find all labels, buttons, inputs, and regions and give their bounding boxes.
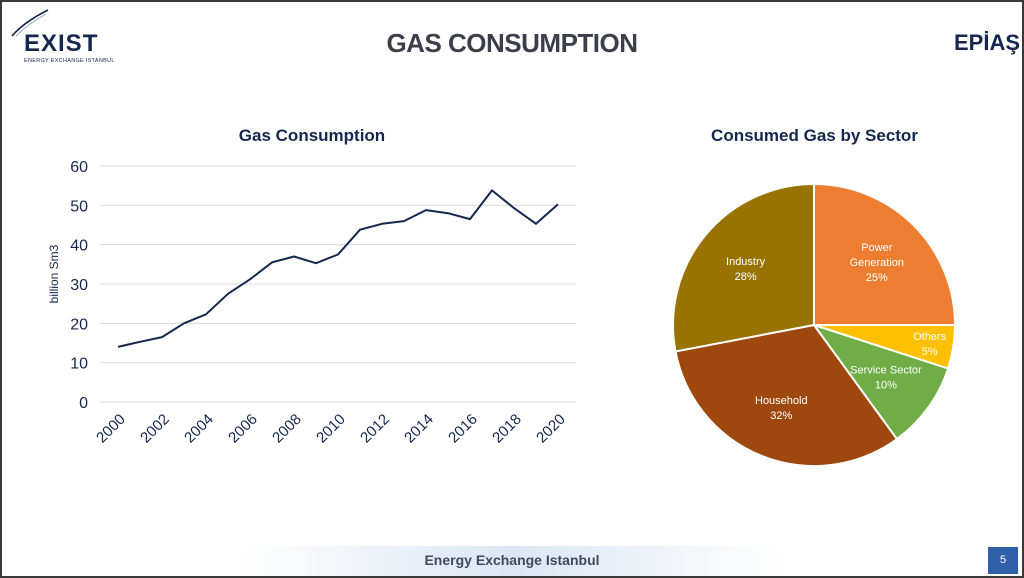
- y-tick-label: 40: [70, 238, 88, 255]
- slice-label: Generation: [850, 257, 904, 269]
- exist-logo: EXIST ENERGY EXCHANGE ISTANBUL: [10, 8, 114, 68]
- y-tick-label: 50: [70, 198, 88, 215]
- y-tick-label: 60: [70, 159, 88, 176]
- y-axis-label: billion Sm3: [47, 244, 61, 303]
- pie-chart-title: Consumed Gas by Sector: [711, 126, 918, 145]
- epias-logo: EPİAŞ: [954, 30, 1020, 56]
- y-tick-label: 20: [70, 316, 88, 333]
- series-line: [117, 189, 559, 348]
- swoosh-icon: [11, 9, 49, 37]
- pie-slice: [811, 323, 950, 441]
- pie-slice: [672, 182, 815, 353]
- slice-percent-label: 5%: [922, 346, 938, 358]
- page-title: GAS CONSUMPTION: [386, 28, 638, 58]
- slice-percent-label: 32%: [770, 410, 792, 422]
- pie-slice: [813, 182, 957, 326]
- slice-percent-label: 25%: [866, 272, 888, 284]
- page-number-badge: 5: [988, 547, 1018, 574]
- exist-logo-text: EXIST: [24, 30, 99, 57]
- slice-label: Household: [755, 395, 808, 407]
- slice-label: Others: [913, 331, 947, 343]
- exist-logo-subtext: ENERGY EXCHANGE ISTANBUL: [24, 58, 115, 64]
- line-chart-title: Gas Consumption: [238, 126, 386, 145]
- y-tick-label: 30: [70, 277, 88, 294]
- slice-percent-label: 10%: [875, 380, 897, 392]
- pie-slice: [674, 323, 899, 467]
- slice-label: Service Sector: [850, 365, 922, 377]
- footer-text: Energy Exchange Istanbul: [424, 552, 600, 568]
- slice-label: Power: [861, 242, 893, 254]
- slice-label: Industry: [726, 256, 766, 268]
- epias-logo-text: EPİAŞ: [954, 30, 1021, 55]
- y-tick-label: 10: [70, 356, 88, 373]
- pie-chart: Power Generation 25% Others 5%Service Sector…: [672, 182, 957, 467]
- y-tick-label: 0: [79, 395, 88, 412]
- slice-percent-label: 28%: [735, 271, 757, 283]
- footer-band: [242, 546, 782, 576]
